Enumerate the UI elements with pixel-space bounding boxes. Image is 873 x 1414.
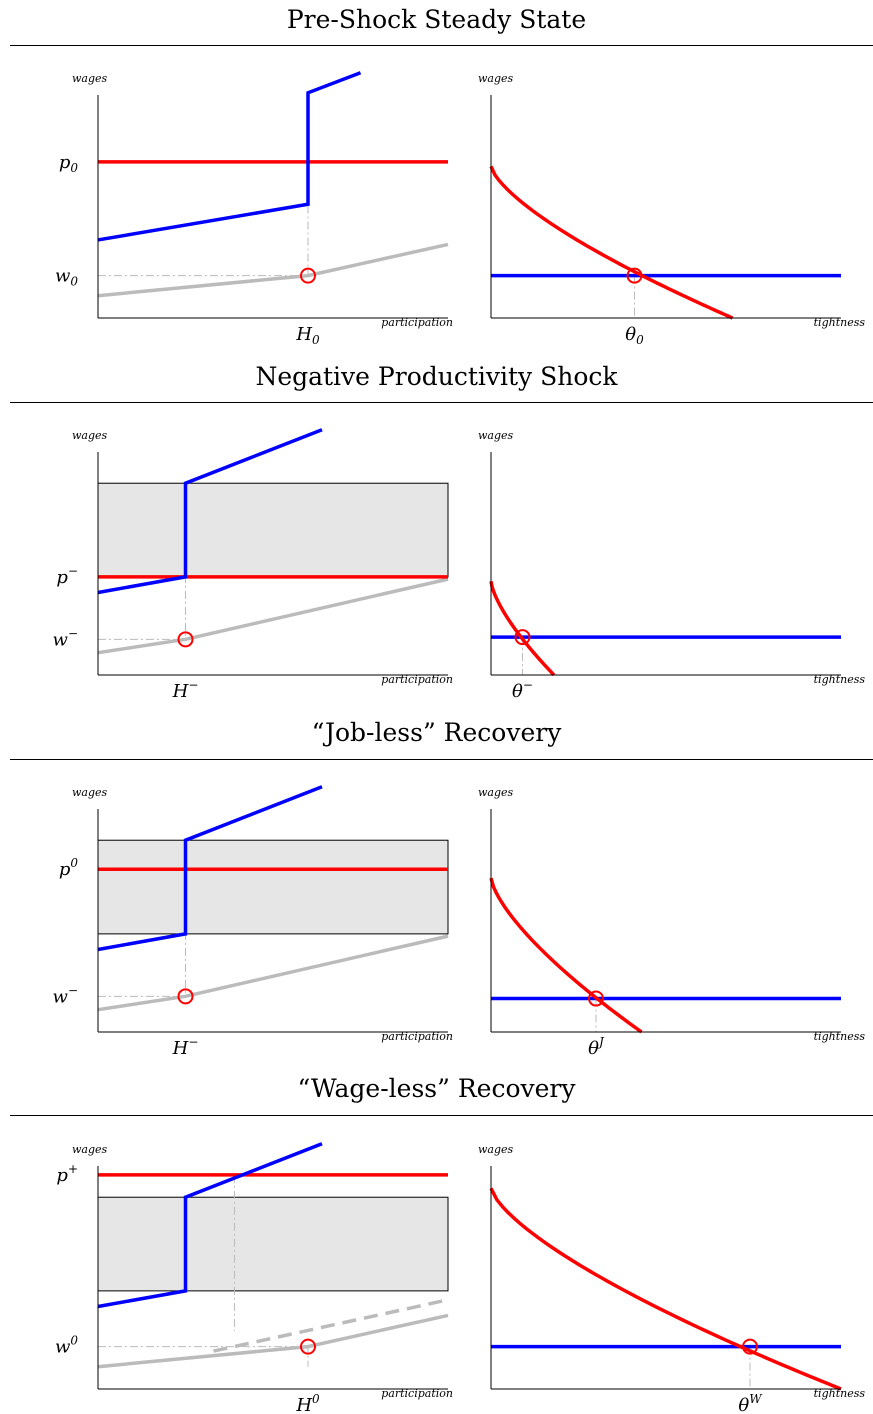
right-red-curve-1 — [489, 165, 734, 320]
title-rule-3 — [10, 759, 873, 760]
equilibrium-marker-left-1 — [300, 267, 316, 284]
y-tick-label-p-2: p− — [56, 564, 78, 588]
x-tick-label-theta-2: θ− — [512, 678, 533, 702]
left-series-4-1 — [97, 1142, 323, 1309]
panel-title-1: Pre-Shock Steady State — [286, 5, 587, 34]
y-tick-label-p-1: p0 — [59, 152, 79, 175]
y-tick-label-w-4: w0 — [55, 1334, 78, 1358]
y-axis-label-left-1: wages — [72, 72, 108, 85]
left-series-3-1 — [97, 785, 323, 952]
y-axis-label-left-3: wages — [72, 786, 108, 799]
dashed-series-4-0 — [213, 1298, 449, 1353]
y-axis-label-right-3: wages — [478, 786, 514, 799]
x-axis-label-left-4: participation — [381, 1387, 453, 1400]
y-axis-label-right-4: wages — [478, 1143, 514, 1156]
y-axis-label-left-2: wages — [72, 429, 108, 442]
left-series-4-2 — [97, 1313, 449, 1369]
x-tick-label-H-1: H0 — [295, 324, 320, 347]
x-axis-label-left-1: participation — [381, 316, 453, 329]
band-3 — [97, 839, 449, 935]
x-axis-label-right-4: tightness — [814, 1387, 866, 1400]
y-tick-label-w-2: w− — [53, 626, 78, 650]
left-series-3-2 — [97, 934, 449, 1012]
x-tick-label-theta-4: θW — [738, 1392, 763, 1414]
y-tick-label-p-3: p0 — [59, 856, 79, 880]
x-tick-label-H-3: H− — [172, 1035, 199, 1059]
x-tick-label-H-2: H− — [172, 678, 199, 702]
x-tick-label-theta-1: θ0 — [625, 324, 644, 347]
title-rule-4 — [10, 1115, 873, 1116]
panel-title-2: Negative Productivity Shock — [255, 362, 618, 391]
left-series-2-1 — [97, 428, 323, 595]
equilibrium-marker-right-1 — [626, 267, 643, 284]
band-4 — [97, 1196, 449, 1292]
equilibrium-marker-right-4 — [742, 1338, 758, 1355]
band-2 — [97, 482, 449, 578]
left-series-1-2 — [97, 242, 449, 298]
left-series-1-1 — [97, 71, 362, 242]
x-axis-label-left-2: participation — [381, 673, 453, 686]
equilibrium-marker-right-2 — [514, 629, 531, 646]
guide-line-1 — [98, 204, 309, 277]
right-red-curve-4 — [489, 1187, 842, 1391]
right-red-curve-2 — [489, 581, 556, 677]
title-rule-2 — [10, 402, 873, 403]
right-red-curve-3 — [489, 877, 643, 1034]
equilibrium-marker-left-2 — [177, 631, 194, 648]
x-axis-label-right-3: tightness — [814, 1030, 866, 1043]
y-tick-label-w-1: w0 — [55, 266, 78, 289]
y-tick-label-p-4: p+ — [56, 1162, 78, 1186]
equilibrium-marker-right-3 — [588, 990, 604, 1007]
left-series-2-2 — [97, 577, 449, 655]
y-axis-label-left-4: wages — [72, 1143, 108, 1156]
title-rule-1 — [10, 45, 873, 46]
y-axis-label-right-1: wages — [478, 72, 514, 85]
equilibrium-marker-left-3 — [177, 988, 194, 1005]
y-tick-label-w-3: w− — [53, 983, 78, 1007]
panel-title-3: “Job-less” Recovery — [311, 718, 562, 747]
panel-title-4: “Wage-less” Recovery — [297, 1074, 576, 1103]
x-axis-label-right-2: tightness — [814, 673, 866, 686]
x-axis-label-right-1: tightness — [814, 316, 866, 329]
x-tick-label-H-4: H0 — [295, 1392, 320, 1414]
y-axis-label-right-2: wages — [478, 429, 514, 442]
x-axis-label-left-3: participation — [381, 1030, 453, 1043]
x-tick-label-theta-3: θJ — [588, 1035, 605, 1059]
equilibrium-marker-left-4 — [300, 1338, 316, 1355]
